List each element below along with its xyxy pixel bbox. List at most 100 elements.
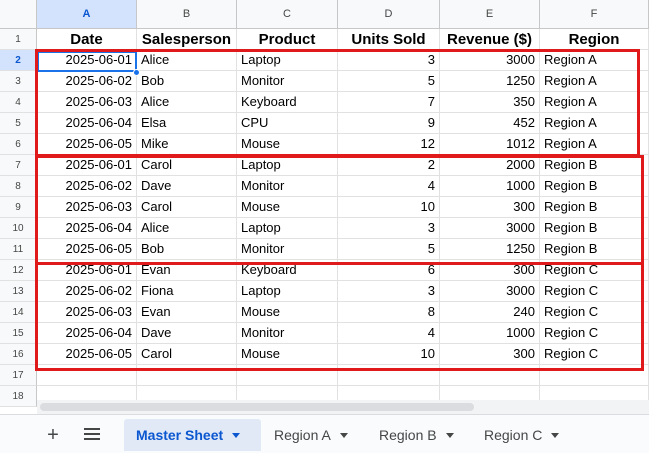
header-cell[interactable]: Units Sold (338, 29, 440, 50)
column-header-a[interactable]: A (37, 0, 137, 29)
select-all-corner[interactable] (0, 0, 37, 29)
table-cell[interactable]: Elsa (137, 113, 237, 134)
table-cell[interactable]: Monitor (237, 71, 338, 92)
table-cell[interactable]: Mouse (237, 197, 338, 218)
row-header-4[interactable]: 4 (0, 92, 37, 113)
table-cell[interactable]: Region C (540, 302, 649, 323)
table-cell[interactable]: 8 (338, 302, 440, 323)
table-cell[interactable]: Region C (540, 323, 649, 344)
table-cell[interactable]: 1250 (440, 71, 540, 92)
table-cell[interactable]: Laptop (237, 281, 338, 302)
table-cell[interactable]: 2025-06-01 (37, 260, 137, 281)
table-cell[interactable]: 3000 (440, 218, 540, 239)
row-header-12[interactable]: 12 (0, 260, 37, 281)
row-header-14[interactable]: 14 (0, 302, 37, 323)
row-header-13[interactable]: 13 (0, 281, 37, 302)
table-cell[interactable]: Alice (137, 50, 237, 71)
table-cell[interactable]: Region A (540, 113, 649, 134)
table-cell[interactable]: Region B (540, 155, 649, 176)
table-cell[interactable]: Laptop (237, 218, 338, 239)
table-cell[interactable]: 3 (338, 50, 440, 71)
table-cell[interactable]: 10 (338, 344, 440, 365)
table-cell[interactable]: 2025-06-02 (37, 281, 137, 302)
table-cell[interactable]: 2025-06-03 (37, 197, 137, 218)
header-cell[interactable]: Region (540, 29, 649, 50)
table-cell[interactable]: 2025-06-04 (37, 113, 137, 134)
table-cell[interactable]: CPU (237, 113, 338, 134)
chevron-down-icon[interactable] (232, 432, 241, 438)
table-cell[interactable]: Keyboard (237, 260, 338, 281)
table-cell[interactable]: 1012 (440, 134, 540, 155)
table-cell[interactable]: 12 (338, 134, 440, 155)
row-header-16[interactable]: 16 (0, 344, 37, 365)
table-cell[interactable]: 3000 (440, 50, 540, 71)
table-cell[interactable]: 9 (338, 113, 440, 134)
row-header-15[interactable]: 15 (0, 323, 37, 344)
table-cell[interactable]: 7 (338, 92, 440, 113)
table-cell[interactable]: 2000 (440, 155, 540, 176)
table-cell[interactable]: Region C (540, 344, 649, 365)
empty-cell[interactable] (440, 365, 540, 386)
table-cell[interactable]: Region B (540, 239, 649, 260)
table-cell[interactable]: Region A (540, 92, 649, 113)
row-header-5[interactable]: 5 (0, 113, 37, 134)
row-header-10[interactable]: 10 (0, 218, 37, 239)
table-cell[interactable]: 2025-06-04 (37, 323, 137, 344)
table-cell[interactable]: 2025-06-05 (37, 344, 137, 365)
table-cell[interactable]: Dave (137, 176, 237, 197)
table-cell[interactable]: Carol (137, 155, 237, 176)
table-cell[interactable]: Bob (137, 71, 237, 92)
table-cell[interactable]: Region C (540, 260, 649, 281)
table-cell[interactable]: 2025-06-03 (37, 302, 137, 323)
table-cell[interactable]: 2 (338, 155, 440, 176)
table-cell[interactable]: Region A (540, 50, 649, 71)
table-cell[interactable]: Laptop (237, 155, 338, 176)
table-cell[interactable]: 2025-06-05 (37, 239, 137, 260)
table-cell[interactable]: 300 (440, 260, 540, 281)
table-cell[interactable]: 2025-06-03 (37, 92, 137, 113)
table-cell[interactable]: Mouse (237, 134, 338, 155)
header-cell[interactable]: Salesperson (137, 29, 237, 50)
column-header-c[interactable]: C (237, 0, 338, 29)
table-cell[interactable]: Dave (137, 323, 237, 344)
table-cell[interactable]: Region B (540, 197, 649, 218)
table-cell[interactable]: 300 (440, 197, 540, 218)
table-cell[interactable]: Region B (540, 218, 649, 239)
table-cell[interactable]: 2025-06-02 (37, 176, 137, 197)
empty-cell[interactable] (540, 365, 649, 386)
table-cell[interactable]: 3000 (440, 281, 540, 302)
header-cell[interactable]: Product (237, 29, 338, 50)
table-cell[interactable]: Monitor (237, 239, 338, 260)
horizontal-scrollbar-thumb[interactable] (40, 403, 474, 411)
table-cell[interactable]: 350 (440, 92, 540, 113)
table-cell[interactable]: 6 (338, 260, 440, 281)
empty-cell[interactable] (37, 365, 137, 386)
active-cell-selection[interactable] (37, 51, 137, 72)
table-cell[interactable]: 300 (440, 344, 540, 365)
table-cell[interactable]: 2025-06-04 (37, 218, 137, 239)
row-header-1[interactable]: 1 (0, 29, 37, 50)
table-cell[interactable]: Evan (137, 302, 237, 323)
table-cell[interactable]: Alice (137, 218, 237, 239)
table-cell[interactable]: 1000 (440, 323, 540, 344)
table-cell[interactable]: 1250 (440, 239, 540, 260)
chevron-down-icon[interactable] (551, 432, 560, 438)
table-cell[interactable]: Carol (137, 344, 237, 365)
table-cell[interactable]: 10 (338, 197, 440, 218)
table-cell[interactable]: Monitor (237, 323, 338, 344)
row-header-6[interactable]: 6 (0, 134, 37, 155)
table-cell[interactable]: 3 (338, 218, 440, 239)
table-cell[interactable]: Alice (137, 92, 237, 113)
table-cell[interactable]: Keyboard (237, 92, 338, 113)
table-cell[interactable]: Region A (540, 71, 649, 92)
empty-cell[interactable] (237, 365, 338, 386)
header-cell[interactable]: Date (37, 29, 137, 50)
table-cell[interactable]: Bob (137, 239, 237, 260)
table-cell[interactable]: 4 (338, 176, 440, 197)
row-header-18[interactable]: 18 (0, 386, 37, 407)
table-cell[interactable]: 3 (338, 281, 440, 302)
table-cell[interactable]: Region A (540, 134, 649, 155)
column-header-d[interactable]: D (338, 0, 440, 29)
table-cell[interactable]: 5 (338, 71, 440, 92)
empty-cell[interactable] (338, 365, 440, 386)
